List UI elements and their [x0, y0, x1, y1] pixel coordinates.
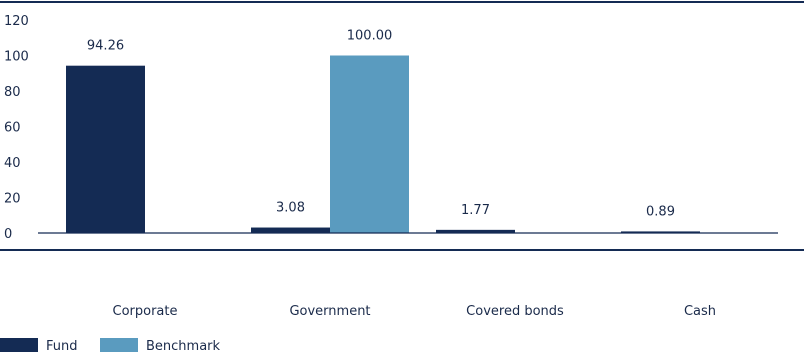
- data-label: 3.08: [276, 201, 305, 216]
- bar-fund-cash: [621, 231, 700, 233]
- legend-swatch-fund: [0, 338, 38, 352]
- y-tick-label: 0: [4, 227, 12, 242]
- category-label: Cash: [684, 304, 716, 319]
- y-tick-label: 20: [4, 192, 21, 207]
- data-label: 94.26: [87, 39, 124, 54]
- bar-fund-covered-bonds: [436, 229, 515, 233]
- y-tick-label: 80: [4, 85, 21, 100]
- legend-label-fund: Fund: [46, 339, 78, 354]
- category-labels: Corporate Government Covered bonds Cash: [113, 304, 717, 319]
- y-tick-label: 60: [4, 121, 21, 136]
- category-label: Corporate: [113, 304, 178, 319]
- bar-fund-government: [251, 227, 330, 233]
- data-labels: 94.26 3.08 100.00 1.77 0.89: [87, 29, 675, 220]
- category-label: Covered bonds: [466, 304, 564, 319]
- y-tick-label: 120: [4, 14, 29, 29]
- legend: Fund Benchmark: [0, 338, 221, 354]
- bar-benchmark-government: [330, 55, 409, 233]
- data-label: 1.77: [461, 203, 490, 218]
- y-axis: 0 20 40 60 80 100 120: [4, 14, 29, 242]
- y-tick-label: 100: [4, 50, 29, 65]
- category-label: Government: [289, 304, 370, 319]
- data-label: 100.00: [347, 29, 393, 44]
- bars: [66, 55, 700, 233]
- legend-swatch-benchmark: [100, 338, 138, 352]
- y-tick-label: 40: [4, 156, 21, 171]
- data-label: 0.89: [646, 204, 675, 219]
- bar-fund-corporate: [66, 65, 145, 233]
- legend-label-benchmark: Benchmark: [146, 339, 221, 354]
